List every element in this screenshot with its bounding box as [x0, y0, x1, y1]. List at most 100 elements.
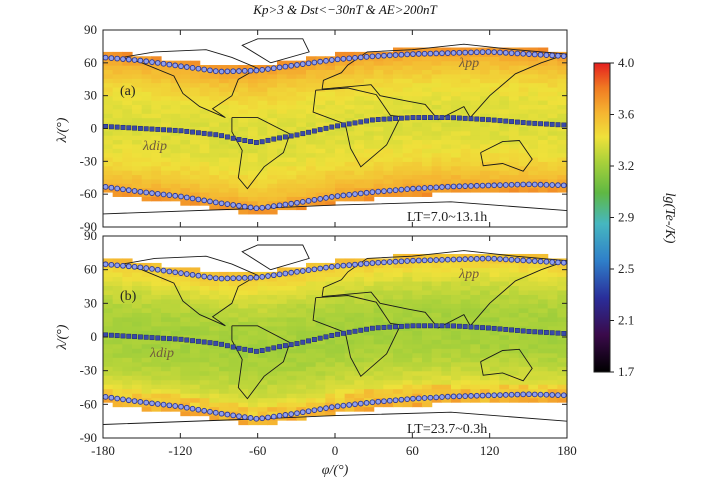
- plasmapause-marker: [294, 410, 300, 417]
- heatmap-cell: [209, 343, 220, 349]
- heatmap-cell: [306, 312, 317, 318]
- heatmap-cell: [190, 95, 201, 101]
- heatmap-cell: [141, 82, 152, 88]
- plasmapause-marker: [172, 403, 179, 409]
- heatmap-cell: [161, 289, 172, 295]
- heatmap-cell: [122, 113, 133, 119]
- heatmap-cell: [228, 307, 239, 313]
- heatmap-cell: [509, 258, 520, 264]
- heatmap-cell: [277, 143, 288, 149]
- plasmapause-marker: [125, 397, 132, 404]
- dip-equator-marker: [306, 129, 312, 135]
- plasmapause-marker: [439, 256, 445, 263]
- heatmap-cell: [422, 357, 433, 363]
- heatmap-cell: [325, 348, 336, 354]
- plasmapause-marker: [120, 396, 126, 403]
- heatmap-cell: [228, 170, 239, 176]
- plasmapause-marker: [531, 258, 538, 264]
- colorbar-title: lg(Te-/K): [662, 193, 677, 244]
- heatmap-cell: [277, 388, 288, 394]
- heatmap-cell: [538, 262, 549, 269]
- heatmap-cell: [219, 108, 230, 114]
- heatmap-cell: [238, 334, 249, 340]
- plasmapause-marker: [253, 415, 260, 422]
- heatmap-cell: [489, 384, 500, 390]
- heatmap-cell: [431, 379, 442, 385]
- heatmap-cell: [480, 366, 491, 372]
- heatmap-cell: [373, 65, 384, 70]
- heatmap-cell: [383, 402, 394, 408]
- plasmapause-marker: [120, 56, 126, 62]
- heatmap-cell: [199, 366, 210, 372]
- plasmapause-marker: [346, 262, 353, 268]
- heatmap-cell: [132, 370, 143, 376]
- heatmap-cell: [315, 348, 326, 354]
- heatmap-cell: [122, 121, 133, 127]
- plasmapause-marker: [334, 56, 341, 63]
- heatmap-cell: [441, 170, 452, 176]
- coastline: [102, 411, 568, 425]
- heatmap-cell: [325, 139, 336, 145]
- heatmap-cell: [480, 117, 491, 123]
- heatmap-cell: [112, 161, 123, 167]
- dip-equator-marker: [242, 138, 248, 143]
- heatmap-cell: [344, 51, 355, 57]
- heatmap-cell: [460, 384, 471, 390]
- heatmap-cell: [180, 388, 191, 394]
- dip-equator-marker: [485, 117, 491, 123]
- heatmap-cell: [209, 78, 220, 84]
- plasmapause-marker: [543, 181, 550, 188]
- heatmap-cell: [489, 379, 500, 385]
- heatmap-cell: [296, 78, 307, 84]
- heatmap-cell: [383, 316, 394, 322]
- heatmap-cell: [219, 402, 230, 408]
- heatmap-cell: [190, 139, 201, 145]
- heatmap-cell: [528, 117, 539, 123]
- heatmap-cell: [441, 152, 452, 158]
- heatmap-cell: [286, 95, 297, 101]
- heatmap-cell: [190, 361, 201, 367]
- plasmapause-marker: [294, 62, 300, 68]
- dip-equator-marker: [236, 345, 242, 351]
- heatmap-cell: [412, 117, 423, 123]
- heatmap-cell: [219, 196, 230, 202]
- heatmap-cell: [219, 294, 230, 300]
- heatmap-cell: [499, 170, 510, 176]
- plasmapause-marker: [241, 68, 248, 74]
- heatmap-cell: [499, 294, 510, 300]
- heatmap-cell: [238, 402, 249, 408]
- plasmapause-marker: [485, 49, 492, 55]
- heatmap-cell: [306, 148, 317, 154]
- heatmap-cell: [431, 339, 442, 345]
- heatmap-cell: [344, 130, 355, 136]
- heatmap-cell: [180, 370, 191, 376]
- heatmap-cell: [170, 397, 181, 403]
- heatmap-cell: [402, 56, 413, 62]
- heatmap-cell: [296, 91, 307, 97]
- heatmap-cell: [286, 294, 297, 300]
- heatmap-cell: [286, 165, 297, 171]
- heatmap-cell: [219, 139, 230, 145]
- heatmap-cell: [335, 86, 346, 92]
- heatmap-cell: [412, 47, 423, 53]
- heatmap-cell: [190, 339, 201, 345]
- heatmap-cell: [335, 334, 346, 340]
- heatmap-cell: [219, 289, 230, 295]
- heatmap-cell: [393, 388, 404, 394]
- plasmapause-marker: [508, 181, 515, 188]
- heatmap-cell: [509, 152, 520, 158]
- plasmapause-marker: [276, 412, 283, 419]
- heatmap-cell: [431, 271, 442, 277]
- heatmap-cell: [315, 388, 326, 394]
- heatmap-cell: [402, 361, 413, 367]
- heatmap-cell: [451, 135, 462, 141]
- heatmap-cell: [132, 289, 143, 295]
- heatmap-cell: [528, 253, 539, 260]
- heatmap-cell: [344, 294, 355, 300]
- heatmap-cell: [509, 388, 520, 394]
- dip-equator-marker: [346, 121, 352, 127]
- heatmap-cell: [557, 130, 568, 136]
- heatmap-cell: [296, 298, 307, 304]
- plasmapause-marker: [531, 51, 538, 58]
- heatmap-cell: [344, 60, 355, 66]
